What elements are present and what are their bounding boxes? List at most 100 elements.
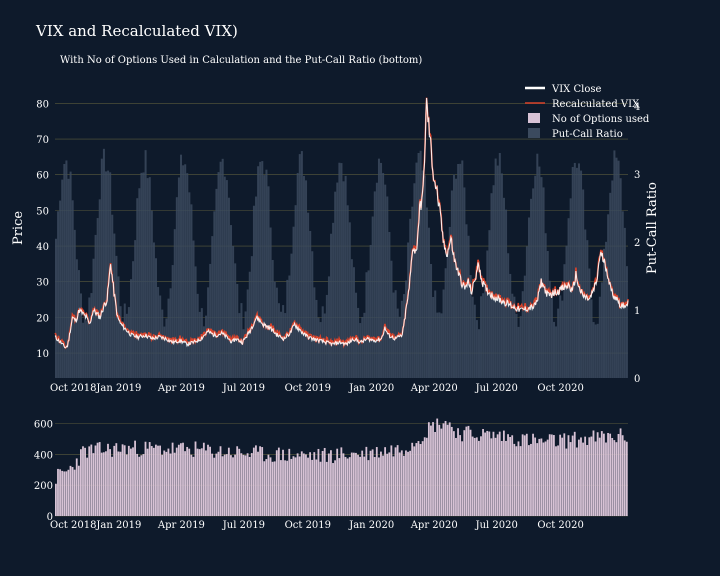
pcr-bar: [588, 268, 591, 378]
pcr-bar: [477, 329, 480, 378]
price-tick-20: 20: [36, 313, 49, 324]
pcr-bar: [280, 311, 283, 378]
pcr-bar: [215, 188, 218, 378]
options-bar: [480, 436, 482, 516]
options-bar: [294, 457, 297, 516]
pcr-bar: [230, 225, 233, 378]
options-bar: [309, 452, 312, 516]
pcr-bar: [336, 182, 339, 378]
pcr-bar: [307, 212, 310, 378]
options-bar: [392, 456, 395, 516]
pcr-bar: [342, 181, 345, 378]
options-bar: [442, 423, 445, 516]
options-bar: [236, 446, 239, 516]
pcr-bar: [555, 326, 558, 378]
pcr-bar: [242, 329, 245, 378]
options-bar: [259, 446, 261, 516]
pcr-bar: [146, 178, 149, 378]
options-bar: [217, 451, 220, 516]
pcr-bar: [363, 312, 366, 378]
pcr-bar: [509, 273, 512, 378]
options-bar: [298, 456, 301, 516]
x-tick-main-0: Oct 2018: [50, 383, 96, 394]
options-bar: [125, 454, 128, 516]
options-bar: [92, 453, 95, 516]
options-bar: [150, 446, 153, 516]
options-bar: [169, 453, 172, 516]
options-bar: [77, 465, 80, 516]
options-bar: [534, 437, 537, 516]
vix-close-line: [54, 97, 629, 349]
pcr-bar: [121, 321, 124, 378]
pcr-bar: [152, 242, 155, 378]
options-bar: [350, 452, 353, 516]
pcr-bar: [73, 229, 76, 378]
pcr-bar: [194, 266, 197, 378]
pcr-bar: [223, 176, 226, 378]
options-bar: [205, 450, 207, 516]
pcr-bar: [586, 240, 589, 378]
options-bar: [421, 441, 424, 516]
pcr-bar: [577, 163, 580, 378]
pcr-bar: [330, 233, 333, 378]
pcr-bar: [567, 218, 570, 378]
pcr-bar: [532, 188, 535, 378]
options-bar: [277, 447, 280, 516]
options-bar: [492, 431, 495, 516]
options-bar: [132, 447, 134, 516]
legend-vix-close: VIX Close: [551, 84, 601, 95]
pcr-bar: [400, 300, 403, 378]
pcr-bar: [198, 311, 201, 378]
pcr-bar: [271, 259, 274, 378]
vix-lines: [54, 97, 629, 350]
pcr-bar: [102, 148, 105, 378]
pcr-bar: [213, 211, 216, 378]
pcr-bar: [173, 229, 176, 378]
pcr-bar: [450, 190, 453, 378]
options-bar: [198, 449, 201, 516]
options-bar: [284, 460, 286, 516]
pcr-bar: [100, 158, 103, 378]
pcr-bar: [190, 204, 193, 378]
options-bar: [565, 448, 568, 516]
options-bar: [175, 447, 178, 516]
options-bar: [196, 448, 199, 516]
options-bar: [273, 461, 276, 516]
pcr-bar: [625, 266, 628, 378]
pcr-bar: [561, 300, 564, 378]
pcr-bar: [517, 326, 520, 378]
pcr-bar: [505, 209, 508, 378]
options-bar: [271, 461, 274, 516]
pcr-bar: [65, 160, 68, 378]
options-bar: [375, 447, 378, 516]
options-bar: [311, 459, 314, 516]
pcr-bar: [600, 282, 603, 378]
options-bar: [163, 450, 166, 516]
options-bar: [127, 445, 130, 516]
pcr-bar: [407, 242, 410, 378]
options-bar: [594, 441, 597, 516]
pcr-bar: [513, 296, 516, 378]
pcr-bar: [169, 288, 172, 378]
pcr-bar: [523, 275, 526, 378]
options-bar: [202, 442, 205, 516]
options-bar: [269, 457, 272, 516]
pcr-bar: [440, 313, 443, 378]
pcr-bar: [530, 198, 533, 378]
options-bar: [242, 454, 245, 516]
pcr-bar: [250, 256, 253, 378]
pcr-bar: [394, 290, 397, 378]
price-tick-30: 30: [36, 278, 49, 289]
pcr-bar: [444, 268, 447, 378]
pcr-bar: [319, 322, 322, 378]
options-bar: [342, 453, 345, 516]
options-bar: [611, 438, 614, 516]
options-bar: [500, 440, 503, 516]
pcr-bar: [594, 324, 597, 378]
options-bar: [321, 450, 324, 516]
options-bar: [63, 471, 66, 516]
pcr-bar: [448, 226, 451, 378]
options-bar: [88, 446, 91, 516]
options-bar: [317, 448, 320, 516]
options-bar: [573, 431, 576, 516]
